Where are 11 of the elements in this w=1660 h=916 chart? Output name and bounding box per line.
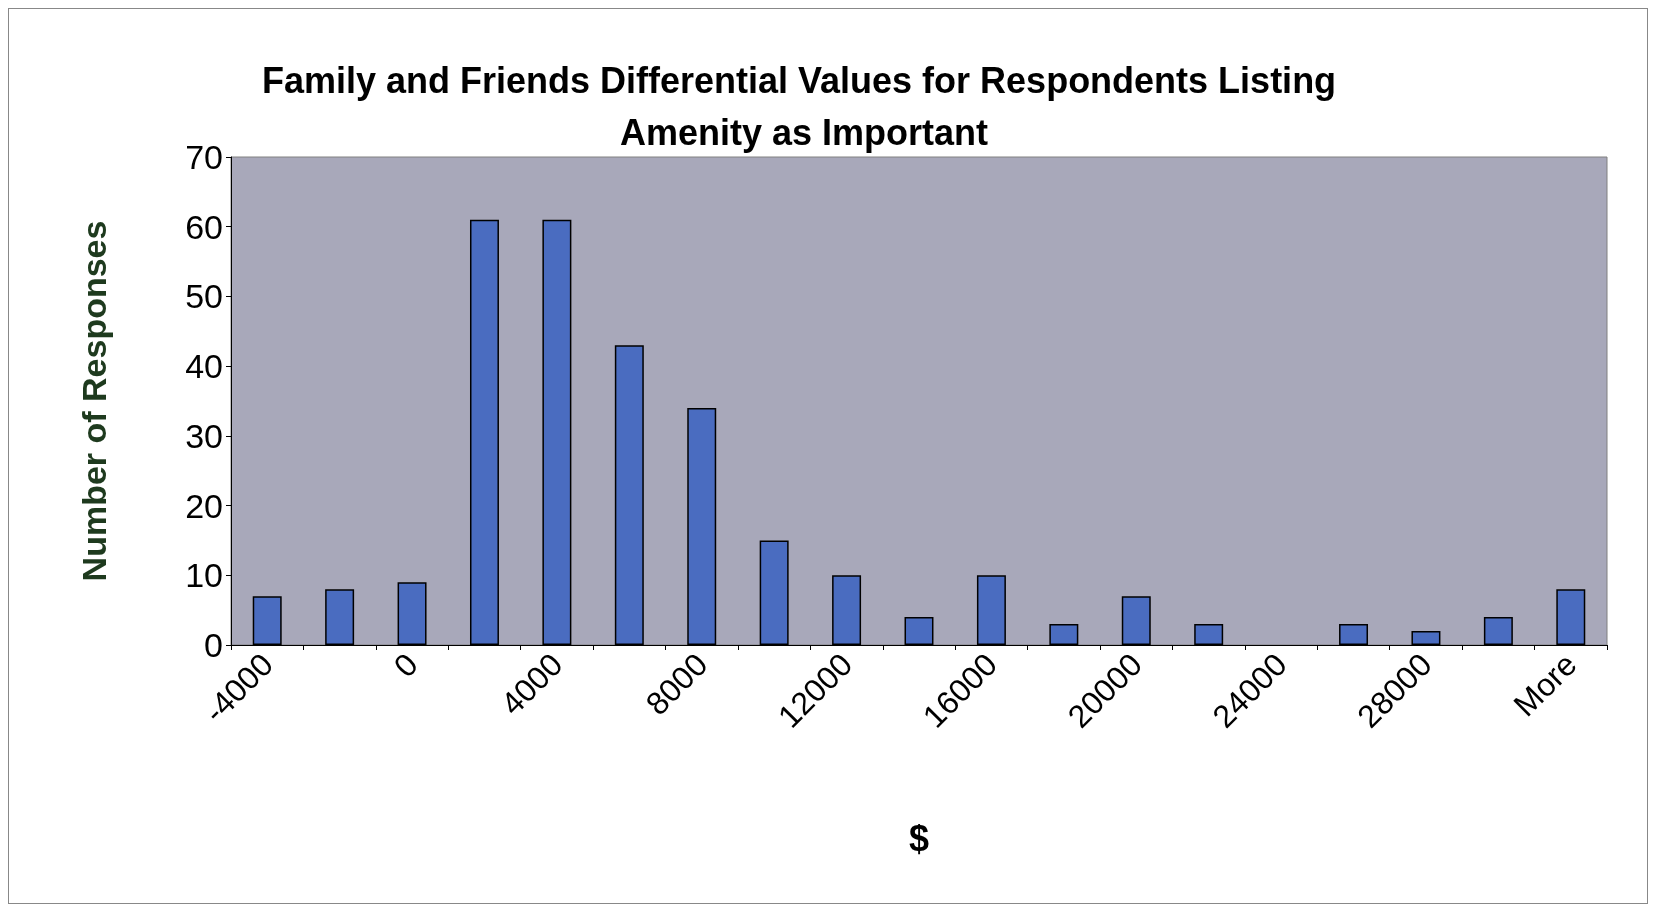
- y-tick-label: 70: [185, 138, 223, 176]
- y-tick-label: 40: [185, 347, 223, 386]
- y-tick-label: 10: [185, 556, 223, 595]
- y-tick-label: 20: [185, 486, 223, 525]
- x-axis-title: $: [908, 817, 930, 859]
- y-tick-label: 30: [185, 416, 223, 455]
- y-tick-label: 60: [185, 207, 223, 246]
- y-tick-label: 50: [185, 277, 223, 316]
- x-tick-label: 0: [386, 646, 425, 685]
- chart-title: Family and Friends Differential Values for Respondents Listing Amenity as Important: [261, 59, 1347, 153]
- y-axis-title: Number of Responses: [75, 220, 113, 582]
